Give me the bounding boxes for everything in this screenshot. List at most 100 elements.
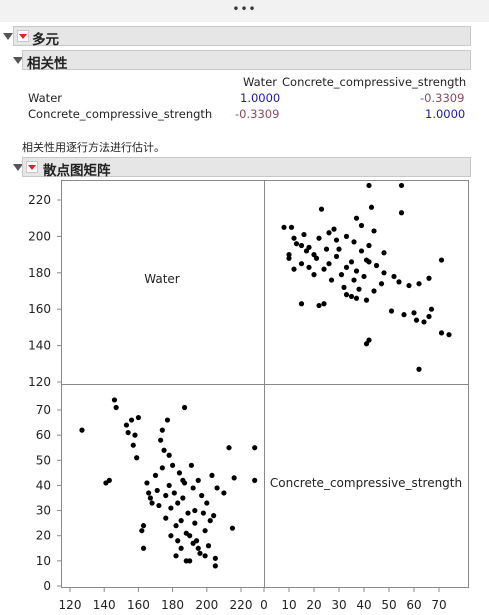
- scatter-point-water-vs-strength[interactable]: [123, 422, 130, 428]
- scatter-point-strength-vs-water[interactable]: [438, 330, 445, 336]
- scatter-point-water-vs-strength[interactable]: [178, 545, 184, 551]
- scatter-point-water-vs-strength[interactable]: [106, 477, 112, 483]
- scatter-point-strength-vs-water[interactable]: [293, 241, 300, 247]
- scatter-point-strength-vs-water[interactable]: [281, 224, 287, 230]
- scatter-point-water-vs-strength[interactable]: [171, 490, 177, 496]
- scatter-point-water-vs-strength[interactable]: [252, 477, 258, 483]
- scatter-point-water-vs-strength[interactable]: [152, 472, 159, 478]
- scatter-point-strength-vs-water[interactable]: [446, 332, 452, 338]
- scatter-point-strength-vs-water[interactable]: [388, 308, 395, 314]
- scatter-point-strength-vs-water[interactable]: [331, 226, 337, 232]
- red-triangle-menu-icon[interactable]: [26, 161, 38, 173]
- scatter-point-water-vs-strength[interactable]: [140, 523, 147, 529]
- scatter-point-water-vs-strength[interactable]: [135, 414, 141, 421]
- scatter-point-strength-vs-water[interactable]: [321, 301, 327, 307]
- scatter-point-water-vs-strength[interactable]: [200, 510, 206, 516]
- scatter-point-water-vs-strength[interactable]: [132, 432, 138, 438]
- scatter-point-strength-vs-water[interactable]: [288, 224, 295, 230]
- scatter-point-strength-vs-water[interactable]: [338, 272, 345, 278]
- scatter-point-strength-vs-water[interactable]: [348, 293, 355, 300]
- red-triangle-menu-icon[interactable]: [17, 30, 29, 42]
- scatter-point-water-vs-strength[interactable]: [187, 533, 193, 539]
- scatter-point-strength-vs-water[interactable]: [298, 301, 305, 307]
- scatter-point-water-vs-strength[interactable]: [207, 518, 213, 524]
- scatter-point-strength-vs-water[interactable]: [326, 230, 332, 236]
- scatter-point-strength-vs-water[interactable]: [363, 297, 370, 303]
- scatter-point-water-vs-strength[interactable]: [173, 523, 179, 529]
- scatter-point-water-vs-strength[interactable]: [166, 482, 172, 489]
- scatter-point-strength-vs-water[interactable]: [286, 255, 292, 261]
- scatter-point-strength-vs-water[interactable]: [333, 237, 340, 243]
- scatter-point-water-vs-strength[interactable]: [149, 500, 155, 506]
- scatter-point-water-vs-strength[interactable]: [178, 518, 184, 524]
- scatter-point-water-vs-strength[interactable]: [175, 538, 181, 544]
- scatter-point-water-vs-strength[interactable]: [144, 480, 150, 486]
- scatter-point-strength-vs-water[interactable]: [381, 250, 387, 256]
- scatter-point-water-vs-strength[interactable]: [111, 397, 118, 403]
- collapse-scatter-matrix-icon[interactable]: [13, 164, 23, 171]
- scatter-point-water-vs-strength[interactable]: [128, 417, 135, 423]
- scatter-point-strength-vs-water[interactable]: [286, 252, 292, 258]
- scatter-point-strength-vs-water[interactable]: [366, 337, 372, 343]
- scatter-point-strength-vs-water[interactable]: [291, 235, 297, 241]
- scatter-point-water-vs-strength[interactable]: [125, 430, 131, 436]
- scatter-point-strength-vs-water[interactable]: [366, 259, 372, 265]
- scatter-point-water-vs-strength[interactable]: [154, 487, 160, 494]
- scatter-point-water-vs-strength[interactable]: [166, 452, 172, 458]
- scatter-point-strength-vs-water[interactable]: [323, 246, 330, 252]
- scatter-point-strength-vs-water[interactable]: [301, 231, 307, 238]
- scatter-point-water-vs-strength[interactable]: [146, 490, 152, 496]
- scatter-point-strength-vs-water[interactable]: [406, 282, 412, 289]
- scatter-point-strength-vs-water[interactable]: [378, 281, 385, 287]
- scatter-point-strength-vs-water[interactable]: [398, 182, 405, 189]
- scatter-point-water-vs-strength[interactable]: [147, 495, 153, 501]
- scatter-point-water-vs-strength[interactable]: [190, 485, 196, 491]
- scatter-point-strength-vs-water[interactable]: [306, 264, 312, 270]
- scatter-point-water-vs-strength[interactable]: [195, 545, 201, 551]
- scatter-point-strength-vs-water[interactable]: [426, 275, 432, 281]
- scatter-point-strength-vs-water[interactable]: [351, 239, 357, 245]
- scatter-point-water-vs-strength[interactable]: [185, 510, 191, 516]
- scatter-point-strength-vs-water[interactable]: [291, 266, 297, 272]
- scatter-point-water-vs-strength[interactable]: [193, 538, 200, 544]
- scatter-point-strength-vs-water[interactable]: [438, 257, 445, 263]
- scatter-point-water-vs-strength[interactable]: [113, 404, 119, 411]
- scatter-point-water-vs-strength[interactable]: [214, 485, 220, 491]
- scatter-point-strength-vs-water[interactable]: [351, 277, 357, 283]
- scatter-point-water-vs-strength[interactable]: [159, 465, 165, 471]
- scatter-point-strength-vs-water[interactable]: [416, 366, 422, 372]
- scatter-point-strength-vs-water[interactable]: [316, 302, 322, 309]
- scatter-point-strength-vs-water[interactable]: [298, 242, 305, 249]
- scatter-point-strength-vs-water[interactable]: [373, 262, 380, 269]
- scatter-point-strength-vs-water[interactable]: [321, 266, 327, 272]
- scatter-point-strength-vs-water[interactable]: [421, 319, 427, 325]
- scatter-point-water-vs-strength[interactable]: [173, 553, 179, 559]
- scatter-point-water-vs-strength[interactable]: [176, 470, 183, 476]
- scatter-point-water-vs-strength[interactable]: [79, 427, 85, 433]
- scatter-point-strength-vs-water[interactable]: [336, 246, 342, 252]
- scatter-point-strength-vs-water[interactable]: [366, 242, 372, 249]
- scatter-point-water-vs-strength[interactable]: [183, 558, 189, 564]
- scatter-point-water-vs-strength[interactable]: [221, 490, 227, 496]
- collapse-multivariate-icon[interactable]: [3, 33, 13, 40]
- scatter-point-water-vs-strength[interactable]: [158, 437, 164, 443]
- scatter-point-strength-vs-water[interactable]: [358, 248, 365, 254]
- scatter-point-water-vs-strength[interactable]: [226, 445, 232, 451]
- collapse-correlations-icon[interactable]: [13, 57, 23, 64]
- scatter-point-strength-vs-water[interactable]: [311, 272, 317, 278]
- scatter-point-water-vs-strength[interactable]: [163, 492, 169, 499]
- scatter-point-strength-vs-water[interactable]: [353, 295, 360, 301]
- scatter-point-strength-vs-water[interactable]: [353, 268, 360, 274]
- scatter-point-water-vs-strength[interactable]: [139, 528, 145, 534]
- scatter-point-strength-vs-water[interactable]: [303, 248, 310, 254]
- scatter-point-water-vs-strength[interactable]: [168, 505, 174, 511]
- scatter-point-strength-vs-water[interactable]: [343, 233, 350, 239]
- scatter-point-water-vs-strength[interactable]: [192, 520, 198, 526]
- scatter-point-water-vs-strength[interactable]: [212, 555, 218, 561]
- scatter-point-water-vs-strength[interactable]: [195, 477, 201, 483]
- overflow-menu-dots[interactable]: •••: [0, 0, 489, 22]
- scatter-point-water-vs-strength[interactable]: [134, 455, 140, 461]
- scatter-point-strength-vs-water[interactable]: [371, 288, 377, 294]
- scatter-point-strength-vs-water[interactable]: [326, 261, 332, 267]
- scatter-point-water-vs-strength[interactable]: [212, 563, 218, 569]
